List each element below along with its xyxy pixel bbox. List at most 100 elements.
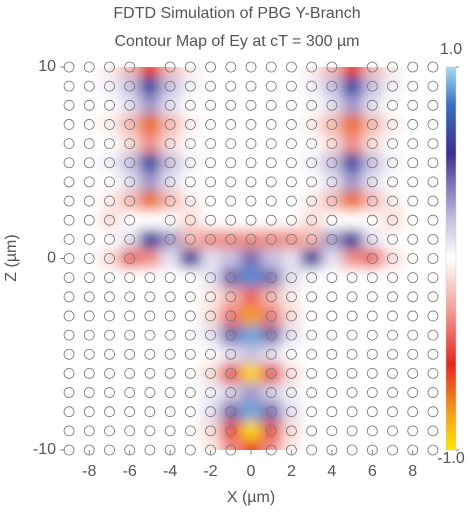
hole	[387, 272, 398, 284]
field-cell	[301, 210, 323, 231]
field-cell	[402, 67, 424, 78]
hole	[245, 233, 257, 245]
hole	[265, 406, 277, 418]
field-cell	[65, 76, 80, 97]
hole	[387, 253, 398, 264]
field-cell	[281, 402, 303, 422]
field-cell	[402, 402, 424, 422]
hole	[164, 310, 176, 322]
field-cell	[180, 67, 201, 78]
field-cell	[402, 344, 424, 365]
field-cell	[220, 134, 242, 154]
field-cell	[261, 440, 282, 450]
hole	[387, 367, 398, 379]
hole	[427, 444, 439, 456]
hole	[326, 138, 338, 150]
field-cell	[321, 95, 343, 116]
field-cell	[119, 248, 141, 269]
hole	[326, 99, 338, 111]
field-cell	[200, 95, 222, 116]
field-cell	[160, 306, 181, 327]
field-cell	[281, 114, 303, 135]
field-cell	[200, 287, 222, 307]
field-cell	[99, 306, 121, 327]
hole	[205, 329, 216, 341]
field-cell	[180, 344, 201, 365]
hole	[225, 233, 237, 245]
field-cell	[200, 210, 222, 231]
hole	[427, 195, 439, 207]
field-cell	[240, 440, 262, 450]
hole	[124, 138, 136, 150]
field-cell	[160, 172, 181, 192]
field-cell	[240, 114, 262, 135]
field-cell	[99, 440, 121, 450]
hole	[63, 406, 75, 418]
hole	[164, 425, 176, 437]
field-cell	[180, 306, 201, 327]
field-cell	[79, 191, 100, 212]
hole	[346, 367, 358, 379]
field-cell	[180, 268, 201, 288]
hole	[265, 119, 277, 130]
field-cell	[281, 363, 303, 384]
hole	[205, 195, 216, 207]
hole	[407, 348, 419, 360]
hole	[104, 425, 115, 437]
field-cell	[65, 268, 80, 288]
hole	[407, 176, 419, 188]
field-cell	[79, 95, 100, 116]
field-cell	[220, 402, 242, 422]
field-cell	[321, 134, 343, 154]
field-cell	[261, 325, 282, 346]
hole	[184, 138, 196, 150]
field-cell	[321, 268, 343, 288]
hole	[407, 406, 419, 418]
field-cell	[422, 248, 437, 269]
hole	[225, 348, 237, 360]
field-cell	[341, 363, 363, 384]
field-cell	[301, 344, 323, 365]
field-cell	[240, 76, 262, 97]
hole	[104, 406, 115, 418]
hole	[63, 214, 75, 226]
hole	[104, 195, 115, 207]
field-cell	[261, 363, 282, 384]
hole	[286, 80, 297, 92]
hole	[124, 272, 136, 284]
field-cell	[139, 287, 161, 307]
hole	[225, 272, 237, 284]
hole	[306, 214, 318, 226]
field-cell	[65, 287, 80, 307]
field-cell	[65, 67, 80, 78]
field-cell	[362, 421, 383, 441]
field-cell	[79, 210, 100, 231]
field-cell	[341, 421, 363, 441]
hole	[366, 253, 378, 264]
y-tick-label: 10	[38, 58, 56, 75]
hole	[164, 329, 176, 341]
field-cell	[382, 363, 404, 384]
hole	[164, 61, 176, 73]
hole	[83, 233, 95, 245]
field-cell	[200, 325, 222, 346]
hole	[124, 61, 136, 73]
hole	[366, 310, 378, 322]
field-cell	[65, 421, 80, 441]
field-cell	[301, 172, 323, 192]
field-cell	[240, 248, 262, 269]
hole	[205, 99, 216, 111]
field-cell	[240, 172, 262, 192]
field-cell	[65, 210, 80, 231]
hole	[387, 310, 398, 322]
field-cell	[220, 382, 242, 403]
hole	[104, 176, 115, 188]
field-cell	[220, 172, 242, 192]
field-cell	[382, 268, 404, 288]
field-cell	[220, 287, 242, 307]
hole	[104, 291, 115, 303]
field-cell	[261, 402, 282, 422]
hole	[286, 387, 297, 398]
hole	[184, 291, 196, 303]
field-cell	[79, 153, 100, 173]
